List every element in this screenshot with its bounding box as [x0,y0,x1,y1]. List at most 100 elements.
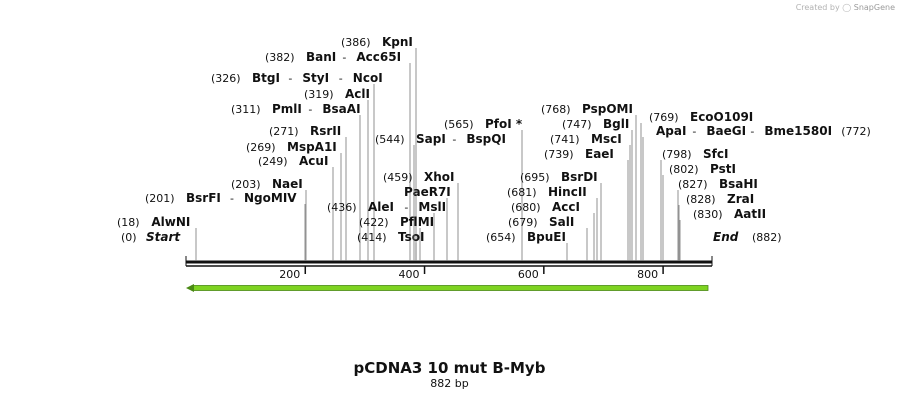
site-separator: - [308,103,312,116]
site-enzyme-name: BpuEI [527,230,566,244]
site-position: (802) [669,163,699,176]
site-position: (768) [541,103,571,116]
site-enzyme-name: MslI [418,200,446,214]
tick-label: 800 [637,268,658,281]
site-enzyme-name: TsoI [398,230,424,244]
site-enzyme-name: AlwNI [151,215,190,229]
site-position: (319) [304,88,334,101]
site-enzyme-name: XhoI [424,170,455,184]
site-position: (544) [375,133,405,146]
start-position: (0) [121,231,137,244]
site-separator: - [404,201,408,214]
site-enzyme-name: BanI [306,50,336,64]
site-enzyme-name: AclI [345,87,370,101]
site-enzyme-name: AccI [552,200,580,214]
site-position: (769) [649,111,679,124]
site-position: (680) [511,201,541,214]
site-position: (203) [231,178,261,191]
site-position: (741) [550,133,580,146]
site-enzyme-name: PspOMI [582,102,633,116]
tick-label: 600 [518,268,539,281]
site-separator: - [750,125,754,138]
site-enzyme-name: HincII [548,185,587,199]
site-enzyme-name: EaeI [585,147,614,161]
site-enzyme-name: PaeR7I [404,185,451,199]
site-enzyme-name: MscI [591,132,622,146]
site-position: (326) [211,72,241,85]
site-position: (414) [357,231,387,244]
feature-arrow-head[interactable] [186,284,194,292]
site-position: (249) [258,155,288,168]
site-position: (654) [486,231,516,244]
site-position: (772) [841,125,871,138]
site-enzyme-name: Acc65I [356,50,401,64]
site-position: (695) [520,171,550,184]
snapgene-logo-icon: ◯ [842,3,852,12]
end-label: End [713,230,739,244]
site-position: (269) [246,141,276,154]
site-enzyme-name: NgoMIV [244,191,297,205]
credit-prefix: Created by [795,3,840,12]
site-enzyme-name: ZraI [727,192,754,206]
site-enzyme-name: AcuI [299,154,328,168]
start-label: Start [146,230,181,244]
site-separator: - [452,133,456,146]
site-position: (18) [117,216,140,229]
site-enzyme-name: PflMI [400,215,434,229]
site-position: (459) [383,171,413,184]
site-position: (436) [327,201,357,214]
site-enzyme-name: BtgI [252,71,280,85]
tick-label: 200 [279,268,300,281]
site-separator: - [342,51,346,64]
site-position: (679) [508,216,538,229]
site-enzyme-name: ApaI [656,124,686,138]
site-enzyme-name: BaeGI [706,124,746,138]
site-enzyme-name: AatII [734,207,766,221]
site-enzyme-name: SfcI [703,147,728,161]
site-enzyme-name: BsaAI [322,102,360,116]
map-title: pCDNA3 10 mut B-Myb [353,359,546,377]
site-enzyme-name: BspQI [466,132,506,146]
site-enzyme-name: SapI [416,132,446,146]
site-enzyme-name: NcoI [353,71,383,85]
site-position: (271) [269,125,299,138]
tick-label: 400 [399,268,420,281]
site-position: (828) [686,193,716,206]
map-length: 882 bp [430,377,469,390]
site-position: (382) [265,51,295,64]
site-position: (681) [507,186,537,199]
site-enzyme-name: BsrFI [186,191,221,205]
feature-arrow-body[interactable] [191,285,709,291]
end-position: (882) [752,231,782,244]
site-position: (798) [662,148,692,161]
credit-brand: SnapGene [853,3,895,12]
site-position: (827) [678,178,708,191]
site-separator: - [692,125,696,138]
site-separator: - [339,72,343,85]
site-enzyme-name: PstI [710,162,736,176]
site-enzyme-name: MspA1I [287,140,337,154]
site-position: (565) [444,118,474,131]
site-position: (311) [231,103,261,116]
site-position: (739) [544,148,574,161]
site-enzyme-name: BsrDI [561,170,598,184]
site-separator: - [288,72,292,85]
site-enzyme-name: Bme1580I [764,124,832,138]
site-enzyme-name: BsaHI [719,177,758,191]
site-enzyme-name: EcoO109I [690,110,753,124]
site-enzyme-name: SalI [549,215,574,229]
site-enzyme-name: NaeI [272,177,303,191]
site-enzyme-name: PmlI [272,102,302,116]
site-position: (422) [359,216,389,229]
site-enzyme-name: PfoI * [485,117,523,131]
site-separator: - [230,192,234,205]
site-position: (830) [693,208,723,221]
site-enzyme-name: AleI [368,200,394,214]
site-position: (747) [562,118,592,131]
site-enzyme-name: StyI [302,71,329,85]
site-position: (386) [341,36,371,49]
snapgene-credit: Created by ◯ SnapGene [796,3,895,12]
site-enzyme-name: KpnI [382,35,413,49]
site-enzyme-name: RsrII [310,124,341,138]
